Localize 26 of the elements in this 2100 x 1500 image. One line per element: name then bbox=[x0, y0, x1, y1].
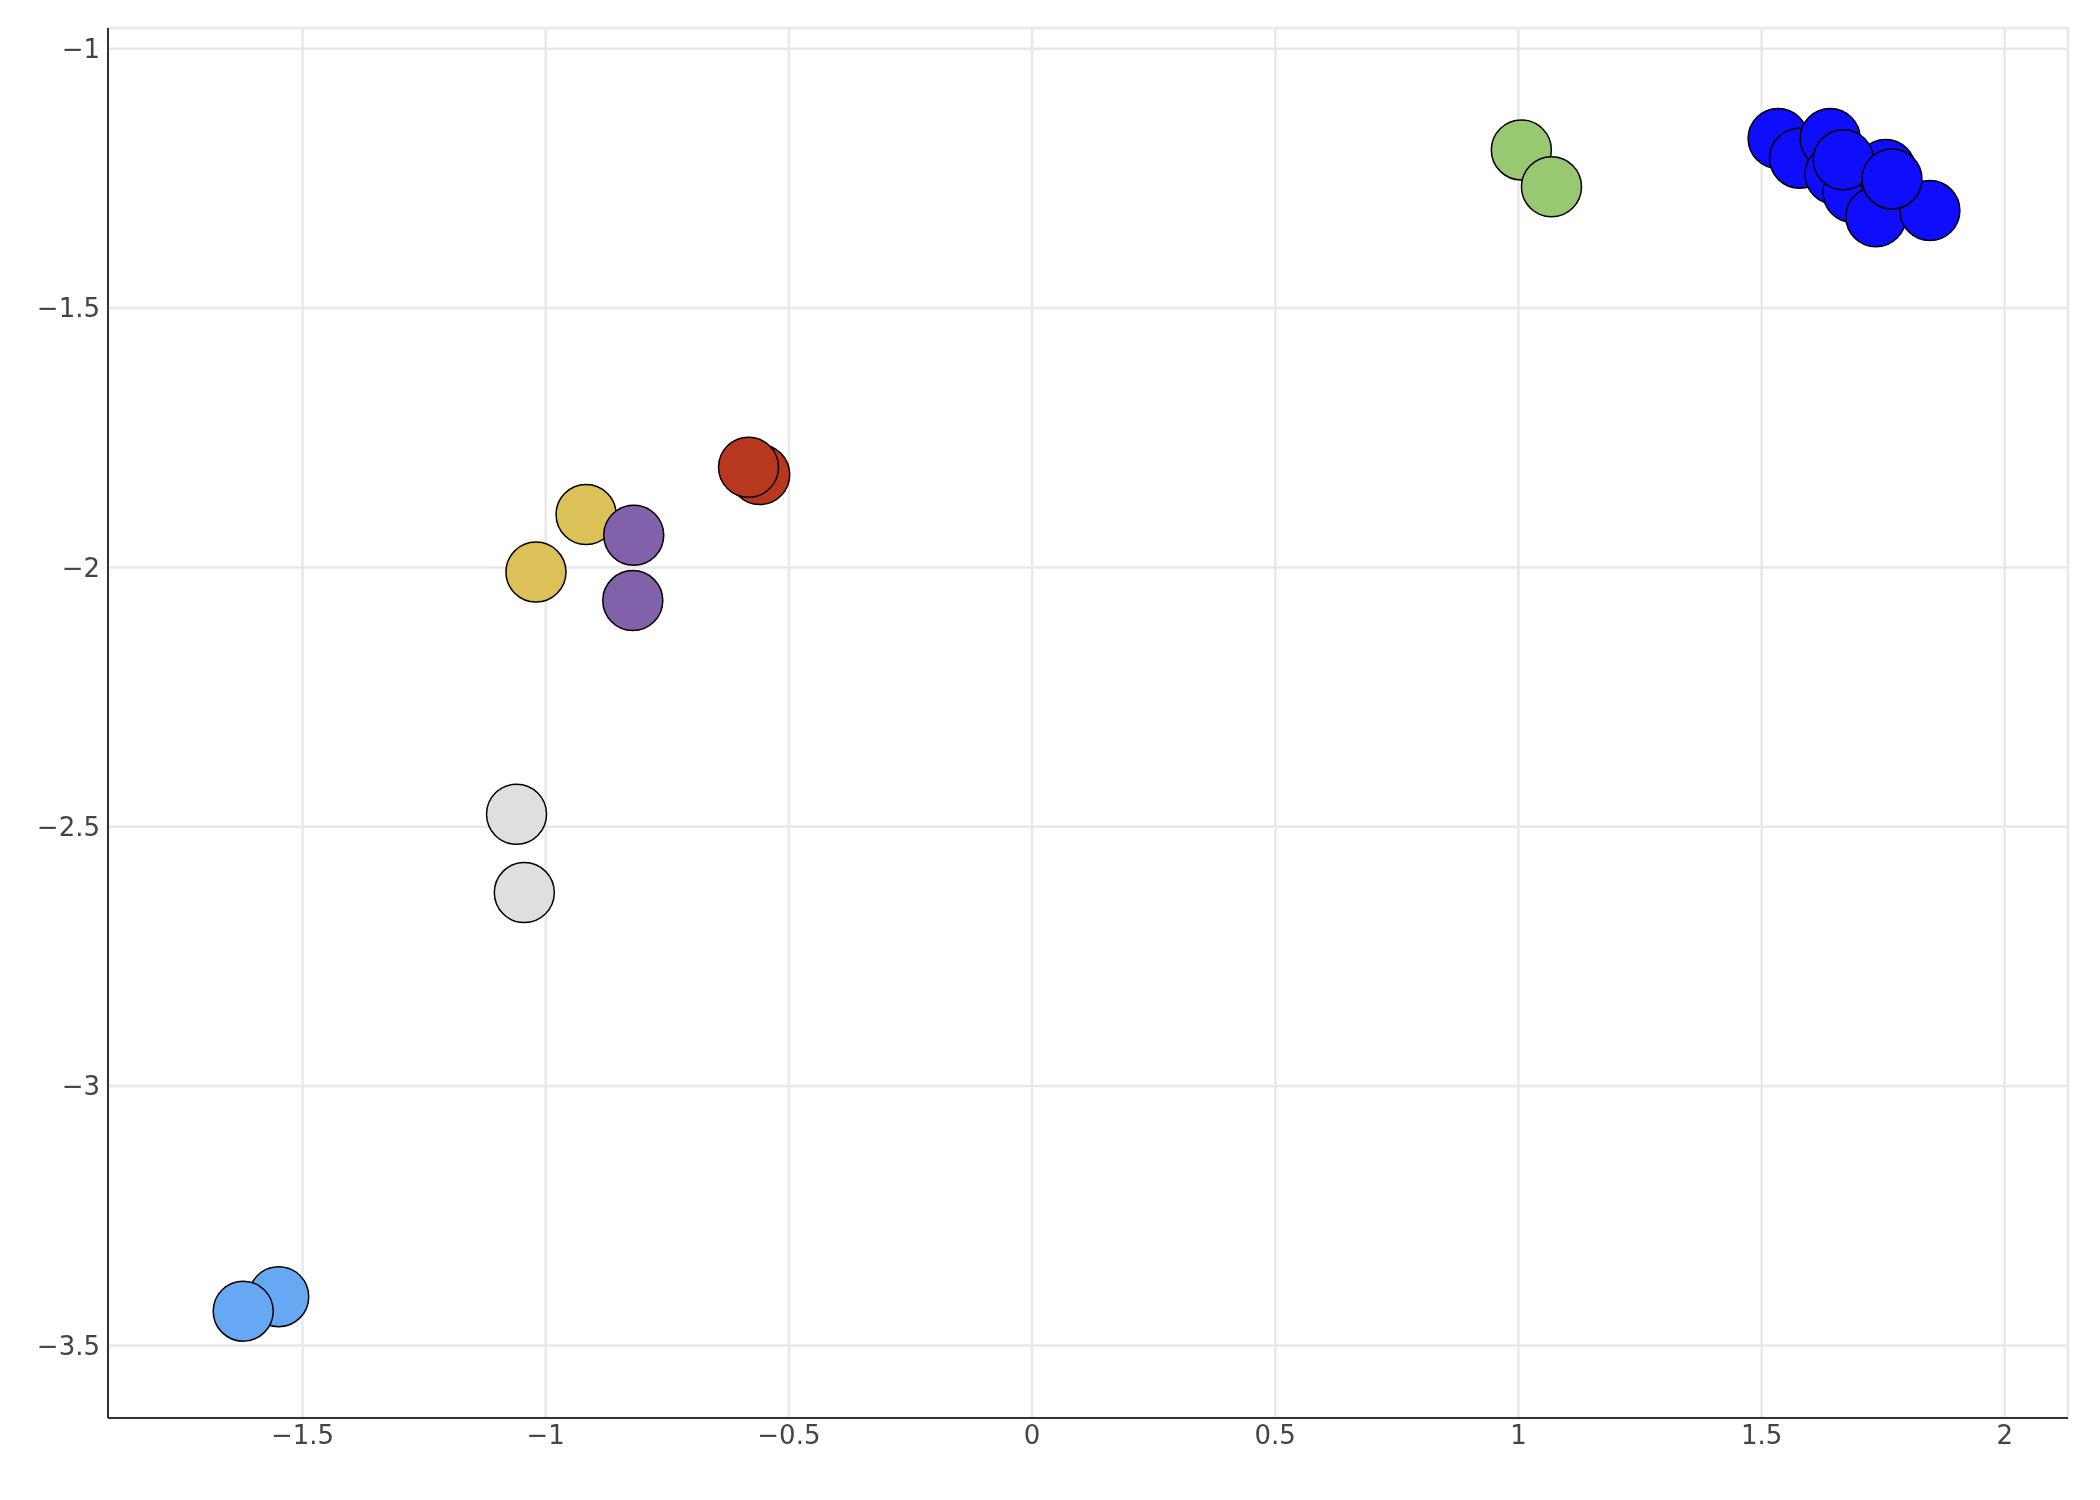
point bbox=[1520, 155, 1583, 218]
y-tick-label: −1.5 bbox=[36, 293, 100, 324]
y-tick-label: −3.5 bbox=[36, 1330, 100, 1361]
y-tick-label: −2.5 bbox=[36, 811, 100, 842]
point bbox=[555, 483, 617, 546]
point bbox=[505, 541, 567, 603]
point bbox=[602, 569, 664, 632]
point bbox=[485, 783, 548, 846]
point bbox=[1812, 128, 1875, 191]
x-tick-label: 0.5 bbox=[1254, 1420, 1296, 1451]
x-tick-label: −1 bbox=[526, 1420, 565, 1451]
x-tick-label: 2 bbox=[1996, 1420, 2014, 1451]
y-tick-label: −2 bbox=[61, 552, 100, 583]
point bbox=[603, 504, 665, 566]
point bbox=[493, 861, 556, 924]
y-tick-label: −3 bbox=[61, 1071, 100, 1102]
x-tick-label: −0.5 bbox=[757, 1420, 821, 1451]
x-tick-label: 1.5 bbox=[1740, 1420, 1783, 1451]
point bbox=[212, 1280, 274, 1342]
x-tick-label: 0 bbox=[1023, 1420, 1041, 1451]
point bbox=[1861, 148, 1923, 210]
point bbox=[717, 436, 780, 499]
y-tick-label: −1 bbox=[61, 33, 100, 64]
point bbox=[1899, 179, 1961, 242]
x-tick-label: −1.5 bbox=[270, 1420, 335, 1451]
x-tick-label: 1 bbox=[1510, 1420, 1527, 1451]
